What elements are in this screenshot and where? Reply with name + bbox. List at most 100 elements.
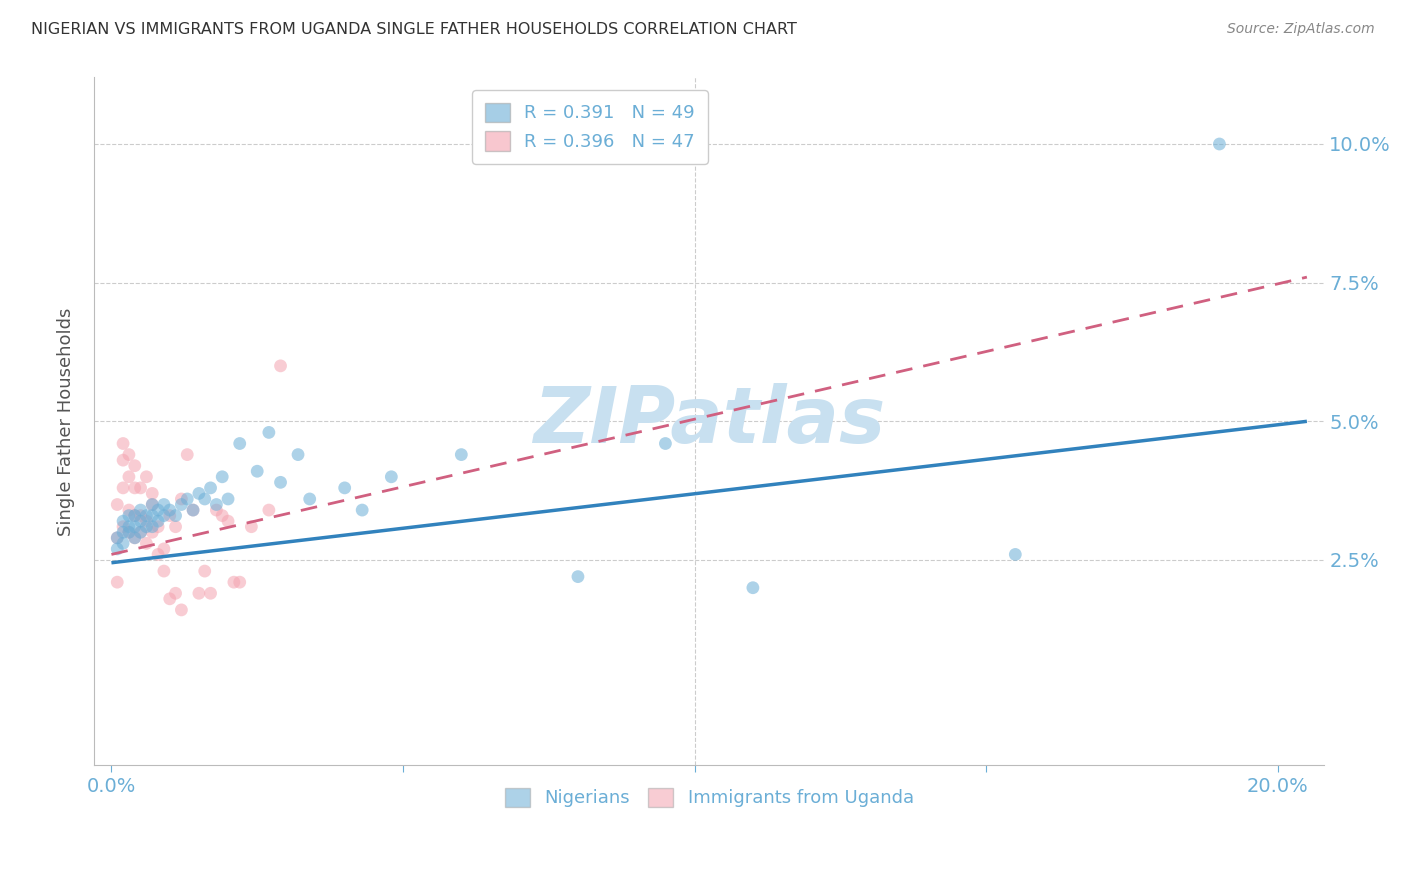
Point: [129, 514, 152, 528]
Point: [129, 508, 152, 523]
Text: ZIPatlas: ZIPatlas: [533, 384, 886, 459]
Point: [135, 519, 157, 533]
Point: [170, 603, 193, 617]
Point: [112, 453, 135, 467]
Point: [135, 470, 157, 484]
Point: [194, 564, 217, 578]
Point: [211, 470, 233, 484]
Point: [105, 531, 128, 545]
Point: [270, 475, 292, 490]
Point: [118, 525, 141, 540]
Text: NIGERIAN VS IMMIGRANTS FROM UGANDA SINGLE FATHER HOUSEHOLDS CORRELATION CHART: NIGERIAN VS IMMIGRANTS FROM UGANDA SINGL…: [31, 22, 797, 37]
Point: [165, 586, 187, 600]
Point: [159, 508, 181, 523]
Point: [1004, 548, 1026, 562]
Point: [181, 503, 204, 517]
Point: [112, 436, 135, 450]
Point: [153, 508, 176, 523]
Point: [105, 575, 128, 590]
Point: [129, 481, 152, 495]
Legend: Nigerians, Immigrants from Uganda: Nigerians, Immigrants from Uganda: [498, 780, 921, 814]
Point: [176, 491, 198, 506]
Point: [129, 525, 152, 540]
Point: [141, 498, 163, 512]
Point: [141, 498, 163, 512]
Point: [135, 514, 157, 528]
Point: [176, 448, 198, 462]
Point: [112, 525, 135, 540]
Point: [105, 498, 128, 512]
Point: [135, 508, 157, 523]
Point: [141, 508, 163, 523]
Point: [187, 586, 209, 600]
Point: [141, 525, 163, 540]
Point: [118, 508, 141, 523]
Point: [217, 491, 239, 506]
Point: [159, 503, 181, 517]
Point: [124, 508, 146, 523]
Point: [240, 519, 263, 533]
Point: [146, 514, 169, 528]
Point: [352, 503, 374, 517]
Point: [159, 591, 181, 606]
Point: [222, 575, 245, 590]
Point: [118, 503, 141, 517]
Point: [270, 359, 292, 373]
Point: [333, 481, 356, 495]
Text: Source: ZipAtlas.com: Source: ZipAtlas.com: [1227, 22, 1375, 37]
Point: [205, 503, 228, 517]
Point: [567, 569, 589, 583]
Point: [200, 586, 222, 600]
Point: [135, 536, 157, 550]
Point: [170, 491, 193, 506]
Y-axis label: Single Father Households: Single Father Households: [58, 307, 75, 535]
Point: [200, 481, 222, 495]
Point: [124, 508, 146, 523]
Point: [187, 486, 209, 500]
Point: [118, 448, 141, 462]
Point: [112, 519, 135, 533]
Point: [181, 503, 204, 517]
Point: [228, 436, 250, 450]
Point: [118, 519, 141, 533]
Point: [1208, 136, 1230, 151]
Point: [165, 519, 187, 533]
Point: [205, 498, 228, 512]
Point: [118, 525, 141, 540]
Point: [194, 491, 217, 506]
Point: [141, 519, 163, 533]
Point: [129, 525, 152, 540]
Point: [228, 575, 250, 590]
Point: [124, 519, 146, 533]
Point: [118, 470, 141, 484]
Point: [141, 486, 163, 500]
Point: [153, 541, 176, 556]
Point: [129, 503, 152, 517]
Point: [124, 481, 146, 495]
Point: [146, 519, 169, 533]
Point: [654, 436, 676, 450]
Point: [298, 491, 321, 506]
Point: [124, 458, 146, 473]
Point: [380, 470, 402, 484]
Point: [146, 548, 169, 562]
Point: [112, 536, 135, 550]
Point: [105, 541, 128, 556]
Point: [146, 503, 169, 517]
Point: [105, 531, 128, 545]
Point: [450, 448, 472, 462]
Point: [287, 448, 309, 462]
Point: [246, 464, 269, 478]
Point: [257, 425, 280, 440]
Point: [741, 581, 763, 595]
Point: [112, 514, 135, 528]
Point: [165, 508, 187, 523]
Point: [217, 514, 239, 528]
Point: [211, 508, 233, 523]
Point: [257, 503, 280, 517]
Point: [153, 498, 176, 512]
Point: [124, 531, 146, 545]
Point: [124, 531, 146, 545]
Point: [112, 481, 135, 495]
Point: [153, 564, 176, 578]
